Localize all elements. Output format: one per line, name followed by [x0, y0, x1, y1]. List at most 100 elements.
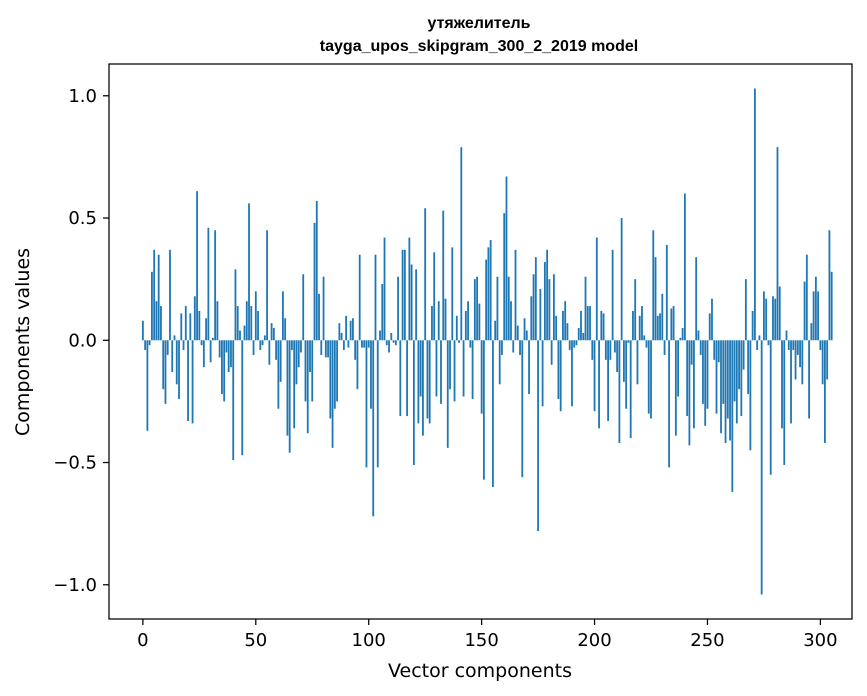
- x-tick-label: 100: [352, 630, 386, 651]
- bar-203: [600, 310, 603, 341]
- bar-182: [552, 274, 555, 341]
- bar-266: [742, 340, 745, 370]
- bar-240: [683, 193, 686, 341]
- bar-28: [205, 318, 208, 341]
- bar-163: [510, 301, 512, 341]
- bar-78: [318, 293, 320, 341]
- bar-79: [320, 340, 323, 355]
- bar-289: [794, 340, 797, 380]
- bar-205: [604, 340, 607, 360]
- bar-29: [207, 227, 210, 341]
- bar-121: [415, 269, 418, 341]
- bar-34: [218, 340, 221, 358]
- bar-157: [496, 276, 499, 341]
- bar-296: [810, 323, 813, 341]
- bar-190: [571, 340, 573, 407]
- bar-106: [381, 284, 384, 341]
- bar-260: [729, 340, 731, 441]
- bar-6: [155, 301, 158, 341]
- bar-68: [295, 340, 298, 385]
- bar-27: [202, 340, 205, 368]
- bar-193: [577, 328, 580, 341]
- bar-146: [471, 340, 474, 399]
- bar-59: [275, 340, 278, 360]
- bar-244: [693, 340, 695, 429]
- bar-255: [717, 340, 720, 363]
- bar-252: [711, 298, 713, 341]
- bar-110: [390, 332, 393, 341]
- bar-63: [284, 318, 287, 341]
- bar-206: [607, 340, 609, 421]
- bar-127: [428, 340, 431, 424]
- bar-277: [767, 340, 770, 346]
- x-axis-label: Vector components: [388, 660, 572, 682]
- bar-219: [636, 340, 639, 385]
- bar-294: [805, 254, 808, 341]
- bar-168: [521, 340, 524, 478]
- bar-305: [830, 271, 833, 341]
- bar-197: [586, 306, 589, 341]
- bar-222: [643, 335, 646, 341]
- bar-186: [562, 310, 564, 341]
- bar-24: [196, 191, 198, 341]
- bar-265: [740, 340, 743, 417]
- bar-212: [620, 218, 623, 341]
- bar-130: [435, 340, 438, 397]
- bar-269: [749, 340, 752, 451]
- bar-236: [674, 340, 677, 436]
- bar-245: [695, 257, 698, 341]
- bar-82: [327, 340, 329, 358]
- bar-250: [706, 340, 709, 409]
- bar-58: [272, 328, 275, 341]
- bar-91: [347, 340, 350, 348]
- bar-302: [824, 340, 826, 443]
- bar-282: [778, 286, 781, 341]
- bar-175: [537, 340, 539, 531]
- bar-100: [367, 340, 370, 348]
- bar-17: [180, 313, 183, 341]
- bar-51: [257, 310, 259, 341]
- bar-35: [221, 340, 223, 395]
- bar-5: [153, 249, 156, 341]
- bar-115: [401, 249, 404, 341]
- bar-2: [146, 340, 149, 431]
- bar-69: [297, 340, 300, 368]
- bar-268: [747, 340, 750, 395]
- bar-77: [315, 200, 318, 341]
- bar-143: [464, 310, 467, 341]
- bar-258: [724, 340, 727, 443]
- bar-217: [632, 310, 634, 341]
- bar-262: [733, 340, 736, 402]
- bar-132: [440, 340, 442, 404]
- bar-88: [340, 332, 343, 341]
- y-axis-label: Components values: [12, 248, 34, 436]
- bar-116: [403, 249, 406, 341]
- bar-39: [230, 340, 232, 368]
- bar-139: [455, 315, 458, 341]
- bar-210: [616, 340, 619, 373]
- bar-112: [394, 340, 397, 346]
- bar-65: [288, 340, 291, 453]
- bar-3: [148, 340, 151, 346]
- bar-81: [324, 340, 327, 358]
- bar-196: [584, 276, 587, 341]
- bar-20: [187, 340, 189, 421]
- bar-287: [790, 340, 792, 424]
- bar-153: [487, 247, 490, 341]
- bar-264: [738, 340, 740, 390]
- x-tick-label: 200: [577, 630, 611, 651]
- bar-216: [629, 340, 632, 439]
- bar-40: [232, 340, 235, 461]
- bar-135: [446, 340, 449, 448]
- bar-192: [575, 340, 578, 346]
- bar-180: [548, 279, 551, 341]
- bar-283: [781, 340, 783, 429]
- bar-98: [363, 340, 366, 348]
- bar-103: [374, 254, 377, 341]
- bar-138: [453, 340, 456, 402]
- bar-291: [799, 340, 801, 368]
- x-tick-label: 250: [690, 630, 724, 651]
- bar-102: [372, 340, 375, 517]
- bar-202: [598, 340, 600, 429]
- bar-185: [559, 340, 562, 412]
